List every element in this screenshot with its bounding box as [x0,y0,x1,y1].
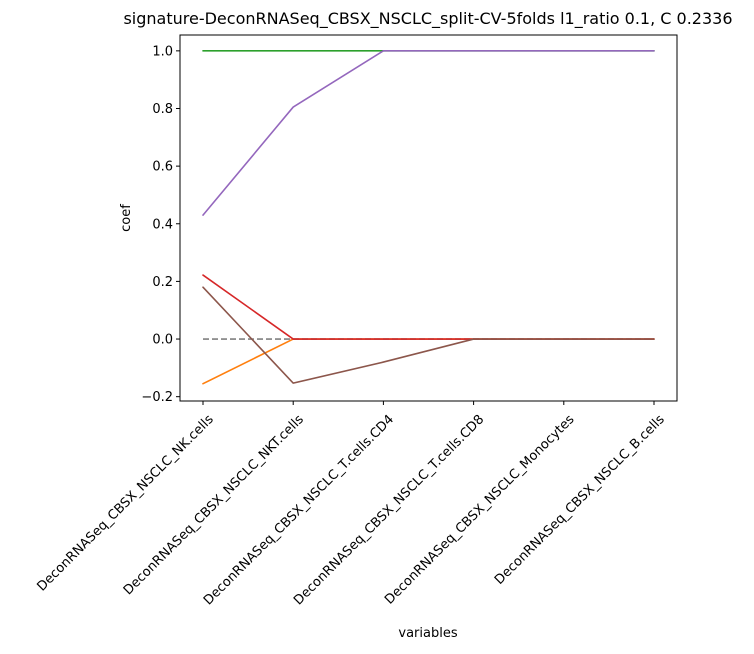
series-line-4 [202,50,655,216]
x-axis: DeconRNASeq_CBSX_NSCLC_NK.cellsDeconRNAS… [34,401,668,608]
x-tick-label: DeconRNASeq_CBSX_NSCLC_T.cells.CD8 [291,412,487,608]
series-line-6 [202,286,655,384]
y-tick-label: 0.0 [152,333,173,348]
plot-frame [179,34,678,402]
y-axis: −0.2 0.0 0.2 0.4 0.6 0.8 1.0 [141,44,180,405]
y-tick-label: 1.0 [152,44,173,59]
y-tick-label: 0.4 [152,217,173,232]
y-tick-label: 0.6 [152,160,173,175]
chart-title: signature-DeconRNASeq_CBSX_NSCLC_split-C… [123,9,732,29]
y-tick-label: 0.2 [152,275,173,290]
x-tick-label: DeconRNASeq_CBSX_NSCLC_B.cells [492,412,668,588]
x-tick-label: DeconRNASeq_CBSX_NSCLC_NK.cells [34,412,216,594]
series-line-1 [202,338,655,385]
x-tick-label: DeconRNASeq_CBSX_NSCLC_NKT.cells [121,412,307,598]
x-axis-label: variables [398,626,457,641]
x-tick-label: DeconRNASeq_CBSX_NSCLC_Monocytes [382,412,578,608]
series-layer [202,50,655,385]
series-line-5 [202,274,655,340]
y-tick-label: −0.2 [141,390,173,405]
x-tick-label: DeconRNASeq_CBSX_NSCLC_T.cells.CD4 [201,412,397,608]
y-axis-label: coef [119,204,134,232]
y-tick-label: 0.8 [152,102,173,117]
